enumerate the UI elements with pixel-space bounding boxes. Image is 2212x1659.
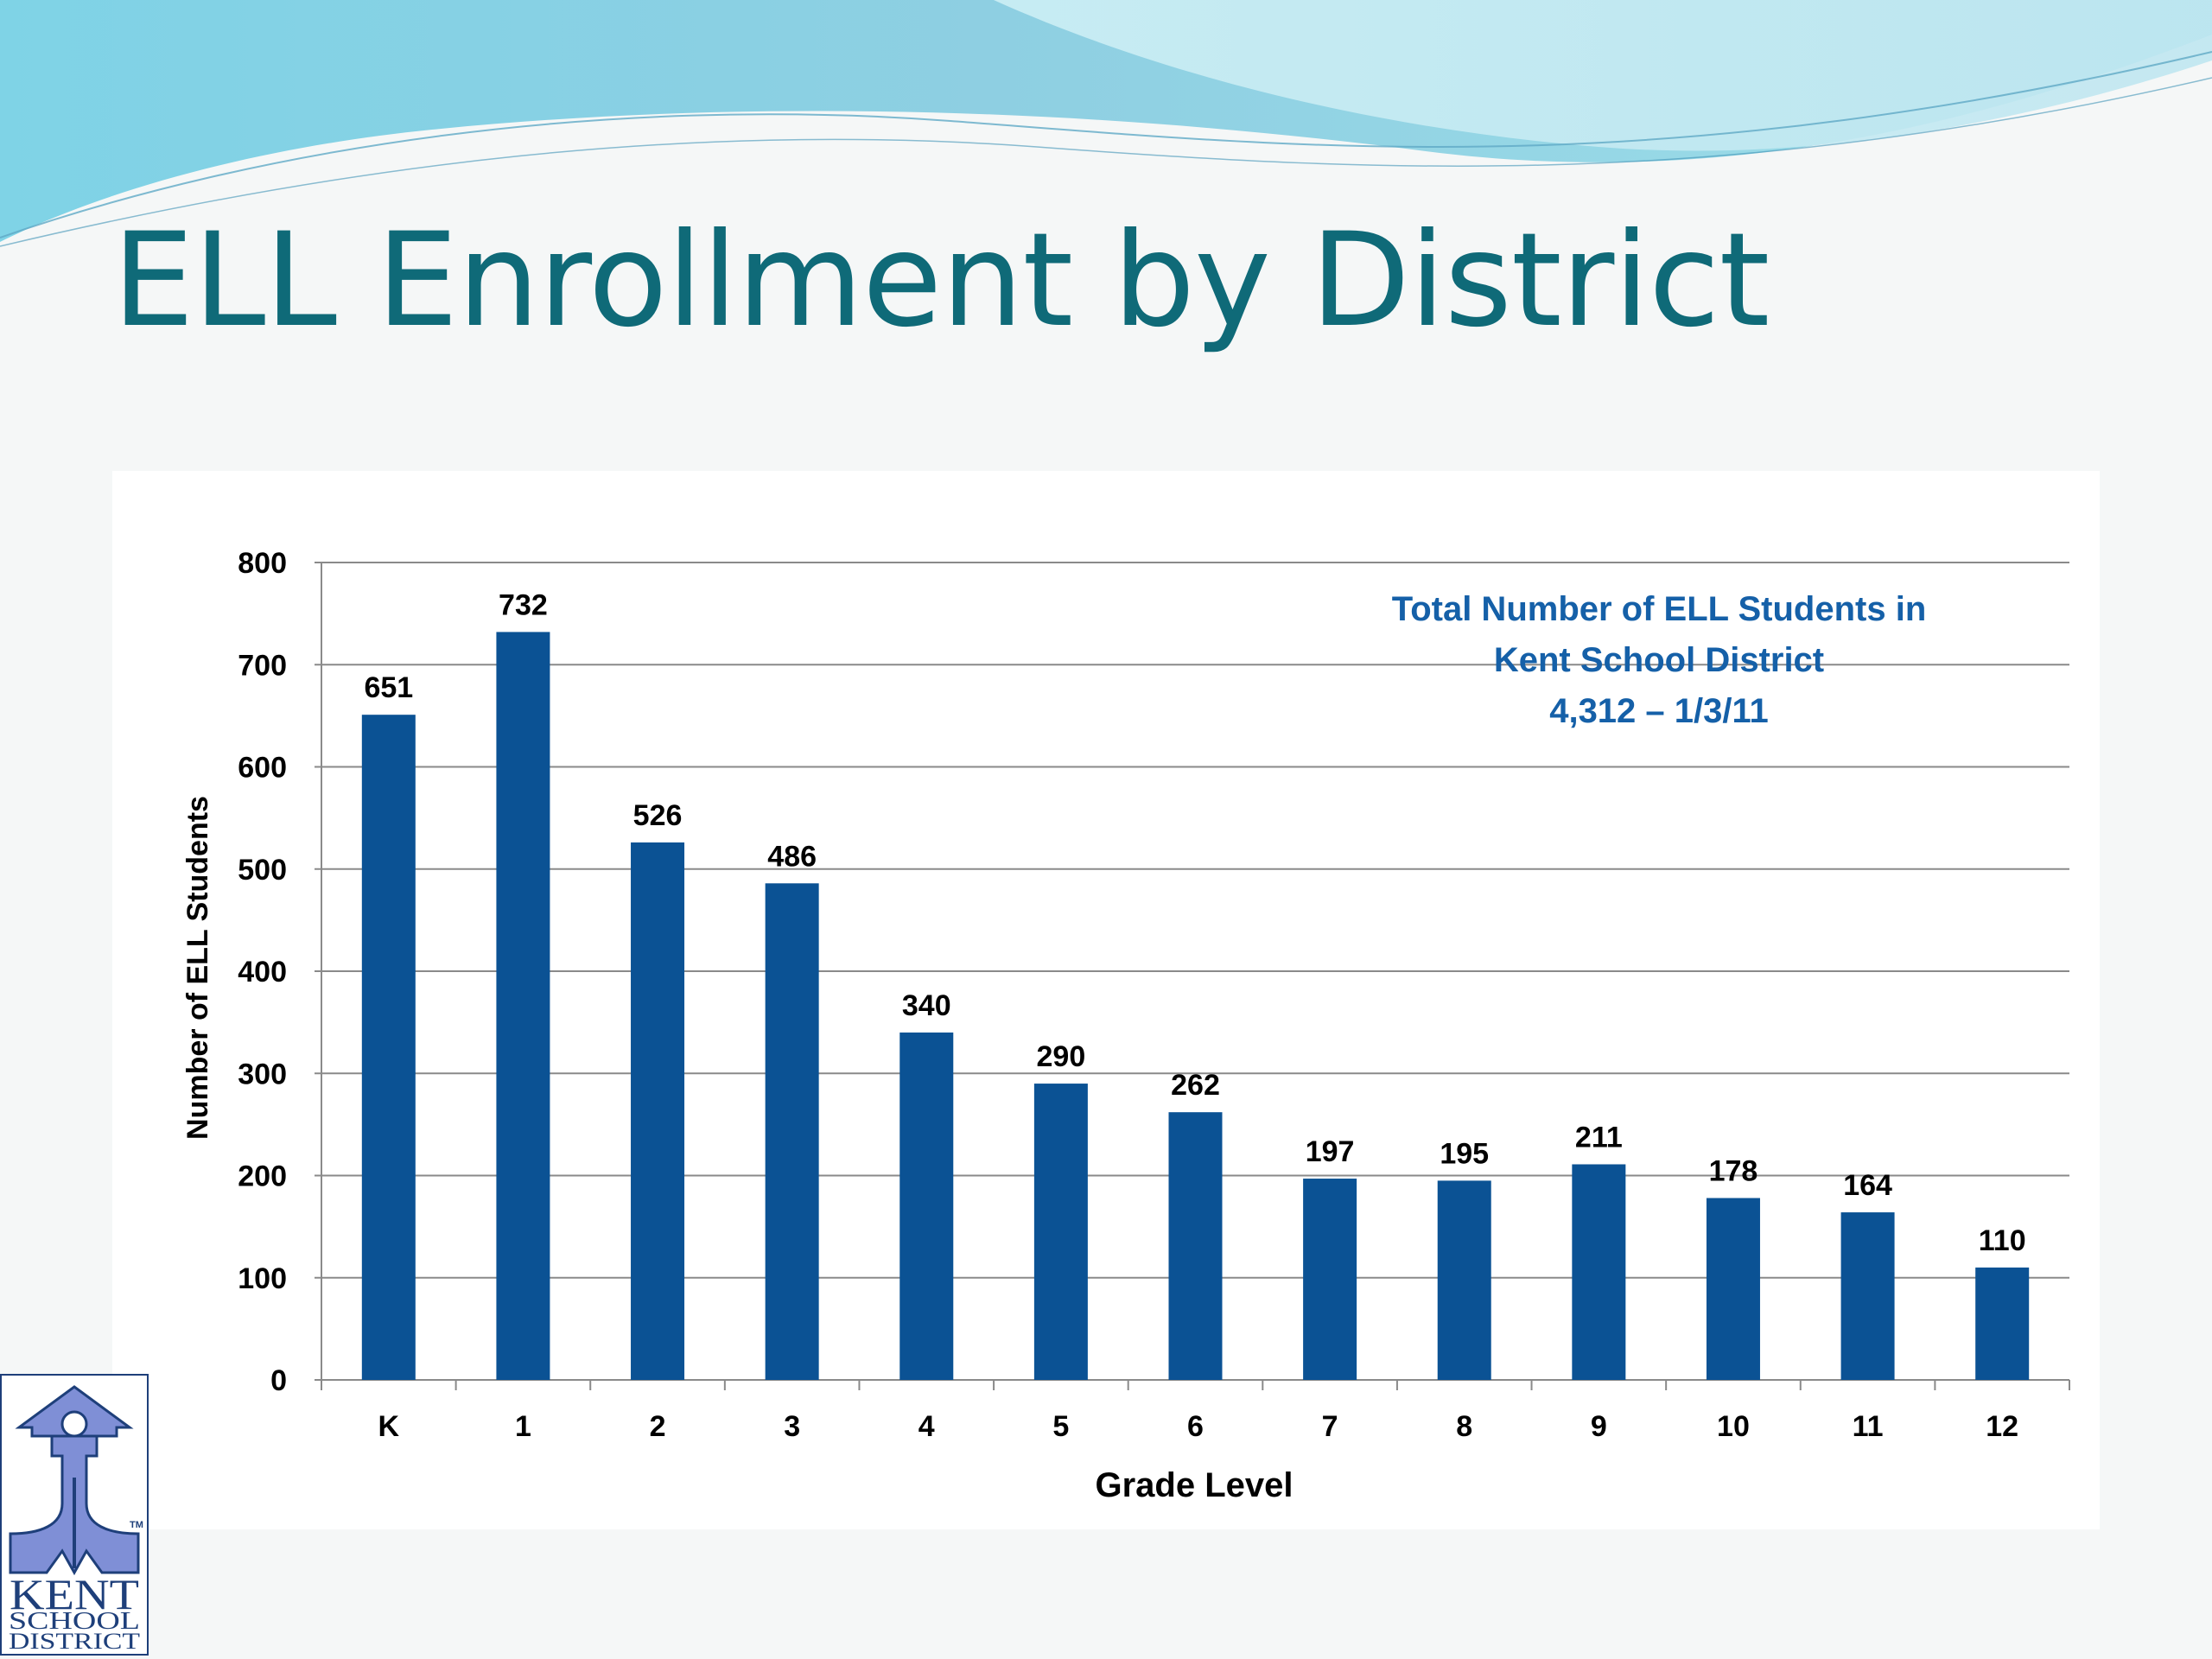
y-axis-title: Number of ELL Students [181, 796, 214, 1140]
x-tick-label: 12 [1986, 1410, 2018, 1443]
data-label: 178 [1709, 1155, 1758, 1188]
bar [1840, 1212, 1895, 1380]
y-tick-label: 600 [238, 752, 287, 785]
logo-kent: KENT [10, 1570, 139, 1618]
chart-panel [112, 471, 2100, 1529]
y-tick-label: 500 [238, 854, 287, 887]
data-label: 164 [1843, 1169, 1892, 1202]
y-tick-label: 300 [238, 1058, 287, 1090]
annotation-line: Total Number of ELL Students in [1392, 590, 1927, 628]
annotation-line: Kent School District [1494, 641, 1824, 679]
x-tick-label: 5 [1052, 1410, 1069, 1443]
x-tick-label: 1 [515, 1410, 531, 1443]
x-tick-label: 8 [1456, 1410, 1472, 1443]
x-tick-label: 6 [1187, 1410, 1204, 1443]
data-label: 110 [1979, 1224, 2026, 1257]
x-tick-label: 3 [784, 1410, 800, 1443]
data-label: 526 [633, 799, 683, 832]
x-tick-label: K [378, 1410, 400, 1443]
x-tick-label: 9 [1591, 1410, 1607, 1443]
bar [1303, 1179, 1357, 1380]
gridlines [321, 562, 2069, 1279]
data-label: 340 [902, 989, 951, 1022]
bar [1033, 1084, 1088, 1380]
bar [631, 842, 685, 1380]
bar [1975, 1267, 2030, 1380]
annotation-line: 4,312 – 1/3/11 [1549, 692, 1769, 730]
x-tick-label: 11 [1853, 1410, 1884, 1443]
data-label: 197 [1306, 1135, 1355, 1168]
y-tick-label: 400 [238, 956, 287, 988]
data-label: 211 [1575, 1121, 1623, 1154]
data-label: 732 [499, 588, 548, 621]
slide-title: ELL Enrollment by District [112, 206, 1770, 356]
y-tick-label: 800 [238, 547, 287, 580]
logo-emblem-icon [9, 1385, 140, 1576]
bar [1168, 1112, 1223, 1380]
logo-school: SCHOOL [9, 1608, 140, 1635]
total-annotation: Total Number of ELL Students in Kent Scho… [1392, 590, 1927, 730]
logo-tm: TM [130, 1520, 143, 1530]
x-tick-label: 2 [650, 1410, 666, 1443]
bar [765, 883, 819, 1380]
data-label: 290 [1037, 1040, 1086, 1073]
bar [496, 632, 550, 1380]
logo-district: DISTRICT [9, 1629, 140, 1654]
x-axis-title: Grade Level [1095, 1466, 1293, 1504]
bar [1437, 1180, 1491, 1380]
data-label: 195 [1440, 1137, 1489, 1170]
data-label: 262 [1171, 1069, 1220, 1102]
bars [361, 632, 2030, 1380]
bar [1572, 1164, 1626, 1380]
bar [1706, 1198, 1760, 1380]
kent-school-district-logo: TM KENT SCHOOL DISTRICT [0, 1374, 149, 1656]
bar [361, 715, 416, 1380]
data-label: 651 [364, 671, 413, 704]
data-label: 486 [767, 840, 817, 873]
y-tick-label: 0 [270, 1364, 287, 1397]
labels: 0100200300400500600700800651K73215262486… [238, 547, 2025, 1443]
x-tick-label: 10 [1717, 1410, 1750, 1443]
x-tick-label: 4 [918, 1410, 935, 1443]
x-tick-label: 7 [1322, 1410, 1338, 1443]
y-tick-label: 200 [238, 1160, 287, 1193]
bar [899, 1032, 954, 1380]
header-wave-decoration [0, 0, 2212, 247]
y-tick-label: 100 [238, 1262, 287, 1295]
y-tick-label: 700 [238, 649, 287, 682]
